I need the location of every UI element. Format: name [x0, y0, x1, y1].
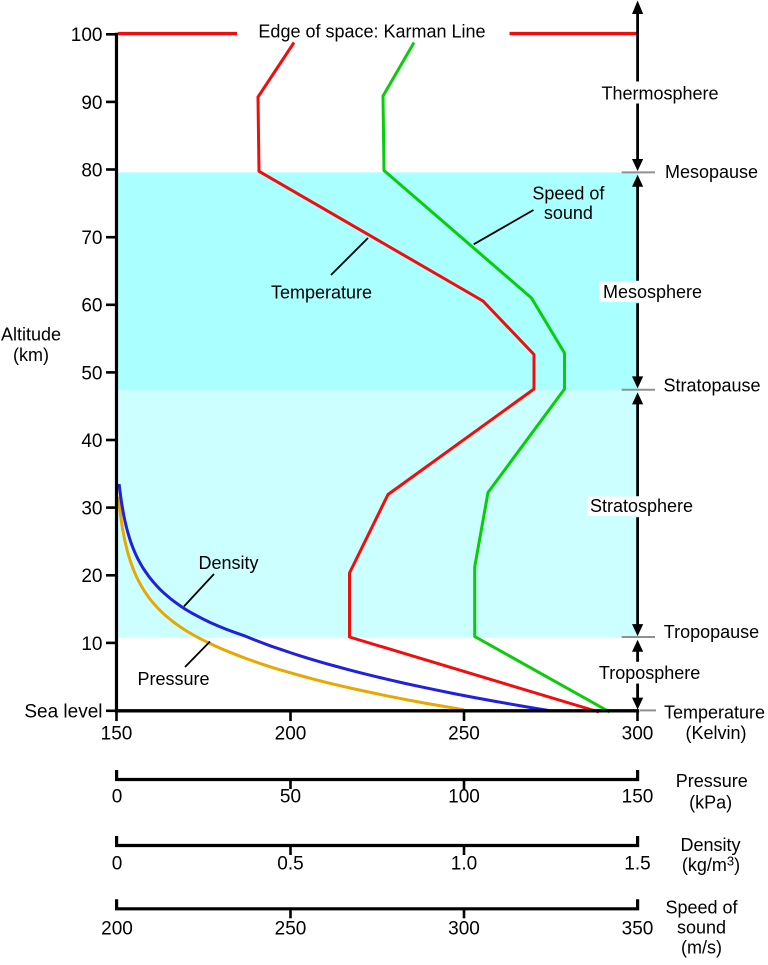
svg-text:300: 300: [622, 723, 654, 744]
svg-text:Edge of space: Karman Line: Edge of space: Karman Line: [258, 22, 485, 42]
svg-text:1.5: 1.5: [624, 854, 650, 875]
svg-text:20: 20: [81, 566, 102, 587]
svg-text:1.0: 1.0: [451, 854, 477, 875]
svg-text:150: 150: [101, 723, 133, 744]
svg-text:200: 200: [275, 723, 307, 744]
svg-text:250: 250: [275, 918, 307, 939]
svg-text:100: 100: [71, 25, 103, 46]
svg-text:0: 0: [112, 787, 123, 808]
svg-text:Temperature: Temperature: [271, 283, 372, 303]
svg-text:sound: sound: [677, 917, 726, 937]
svg-text:Mesopause: Mesopause: [665, 162, 758, 182]
svg-text:Pressure: Pressure: [137, 669, 209, 689]
svg-text:Density: Density: [680, 835, 740, 855]
svg-text:150: 150: [622, 787, 654, 808]
svg-text:Altitude: Altitude: [1, 325, 61, 345]
svg-text:Speed of: Speed of: [532, 184, 605, 204]
svg-text:Tropopause: Tropopause: [664, 622, 759, 642]
svg-text:Stratosphere: Stratosphere: [590, 496, 693, 516]
svg-text:(Kelvin): (Kelvin): [685, 723, 746, 743]
svg-text:(km): (km): [13, 345, 49, 365]
svg-text:Speed of: Speed of: [665, 897, 738, 917]
svg-text:(m/s): (m/s): [681, 937, 722, 957]
svg-text:0: 0: [112, 854, 123, 875]
svg-text:Density: Density: [198, 553, 258, 573]
svg-text:10: 10: [81, 634, 102, 655]
svg-text:Pressure: Pressure: [676, 771, 748, 791]
svg-text:Sea level: Sea level: [24, 701, 102, 722]
svg-text:Thermosphere: Thermosphere: [601, 83, 718, 103]
svg-text:30: 30: [81, 499, 102, 520]
svg-text:Stratopause: Stratopause: [663, 375, 760, 395]
svg-text:Troposphere: Troposphere: [599, 663, 700, 683]
svg-text:90: 90: [81, 93, 102, 114]
svg-text:Mesosphere: Mesosphere: [603, 282, 702, 302]
svg-text:80: 80: [81, 160, 102, 181]
svg-text:(kPa): (kPa): [689, 792, 732, 812]
svg-text:60: 60: [81, 296, 102, 317]
svg-text:70: 70: [81, 228, 102, 249]
svg-text:50: 50: [280, 787, 301, 808]
svg-text:(kg/m3): (kg/m3): [682, 853, 740, 875]
svg-text:Temperature: Temperature: [664, 703, 765, 723]
svg-text:sound: sound: [544, 203, 593, 223]
svg-text:40: 40: [81, 431, 102, 452]
svg-text:250: 250: [448, 723, 480, 744]
svg-text:100: 100: [448, 787, 480, 808]
svg-text:350: 350: [622, 918, 654, 939]
svg-text:200: 200: [101, 918, 133, 939]
svg-text:0.5: 0.5: [277, 854, 303, 875]
svg-text:50: 50: [81, 363, 102, 384]
svg-text:300: 300: [448, 918, 480, 939]
